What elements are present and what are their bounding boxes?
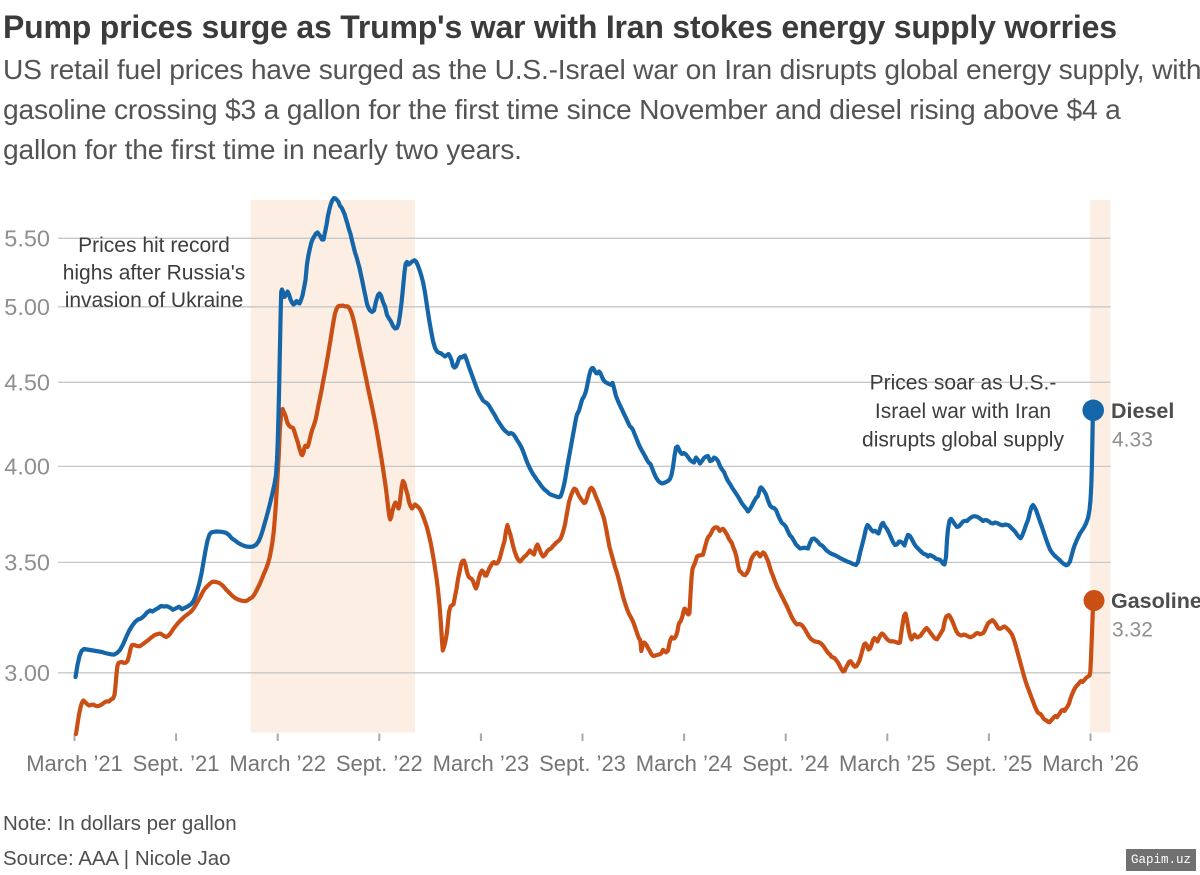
svg-text:Diesel: Diesel: [1111, 399, 1174, 423]
svg-text:highs after Russia's: highs after Russia's: [63, 262, 246, 285]
svg-text:March ’26: March ’26: [1042, 751, 1139, 776]
svg-text:4.33: 4.33: [1112, 429, 1153, 452]
svg-text:Gasoline: Gasoline: [1111, 589, 1200, 613]
svg-text:Sept. ’22: Sept. ’22: [336, 751, 423, 776]
svg-text:disrupts global supply: disrupts global supply: [862, 429, 1064, 452]
svg-text:Sept. ’24: Sept. ’24: [742, 751, 829, 776]
svg-text:Prices hit record: Prices hit record: [78, 234, 230, 257]
svg-text:5.50: 5.50: [4, 225, 50, 251]
svg-text:3.32: 3.32: [1112, 619, 1153, 642]
svg-text:March ’22: March ’22: [229, 751, 326, 776]
svg-text:Sept. ’23: Sept. ’23: [539, 751, 626, 776]
svg-text:3.00: 3.00: [4, 660, 50, 686]
svg-text:March ’24: March ’24: [636, 751, 733, 776]
svg-text:March ’25: March ’25: [839, 751, 936, 776]
svg-text:Sept. ’21: Sept. ’21: [133, 751, 220, 776]
svg-text:5.00: 5.00: [4, 294, 50, 320]
svg-text:March ’23: March ’23: [433, 751, 530, 776]
svg-text:March ’21: March ’21: [26, 751, 123, 776]
svg-text:invasion of Ukraine: invasion of Ukraine: [65, 289, 244, 312]
svg-text:Israel war with Iran: Israel war with Iran: [875, 400, 1051, 423]
svg-text:3.50: 3.50: [4, 549, 50, 575]
svg-text:4.00: 4.00: [4, 453, 50, 479]
svg-text:Prices soar as U.S.-: Prices soar as U.S.-: [870, 372, 1057, 395]
svg-text:4.50: 4.50: [4, 369, 50, 395]
svg-text:Sept. ’25: Sept. ’25: [945, 751, 1032, 776]
